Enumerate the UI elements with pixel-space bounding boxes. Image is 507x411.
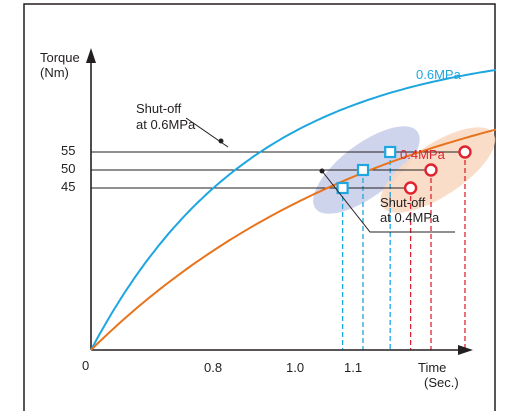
shutoff-marker-04mpa [424,163,438,177]
shutoff-04-leader [321,170,455,233]
origin-label: 0 [82,358,89,373]
shutoff-06-leader-dot [218,138,224,144]
shutoff-marker-06mpa [336,181,349,195]
shutoff-marker-04mpa [403,181,418,195]
series-line-0 [90,69,496,351]
curve-layer [90,69,496,351]
marker-layer [336,145,472,195]
y-axis-arrow [86,48,96,63]
shutoff-04-label-line1: Shut-off [380,195,426,210]
x-tick-label: 0.8 [204,360,222,375]
shutoff-04-label-line2: at 0.4MPa [380,210,440,225]
y-tick-label: 55 [61,143,75,158]
x-tick-label: 1.1 [344,360,362,375]
y-tick-label: 50 [61,161,75,176]
shutoff-06-label-line2: at 0.6MPa [136,117,196,132]
chart-border [23,3,496,411]
shutoff-04-leader-dot [319,168,325,174]
series-line-1 [90,128,496,351]
series-label-06mpa: 0.6MPa [416,67,462,82]
y-tick-label: 45 [61,179,75,194]
shutoff-marker-06mpa [384,145,397,159]
shutoff-marker-04mpa [458,145,472,159]
shutoff-06-label-line1: Shut-off [136,101,182,116]
x-axis-arrow [458,345,473,355]
x-tick-label: 1.0 [286,360,304,375]
guide-layer [91,151,466,350]
y-axis-label-line2: (Nm) [40,65,69,80]
series-label-04mpa: 0.4MPa [400,147,446,162]
x-axis-label-line1: Time [418,360,446,375]
y-axis-label-line1: Torque [40,50,80,65]
x-axis-label-line2: (Sec.) [424,375,459,390]
shutoff-marker-06mpa [356,163,370,177]
